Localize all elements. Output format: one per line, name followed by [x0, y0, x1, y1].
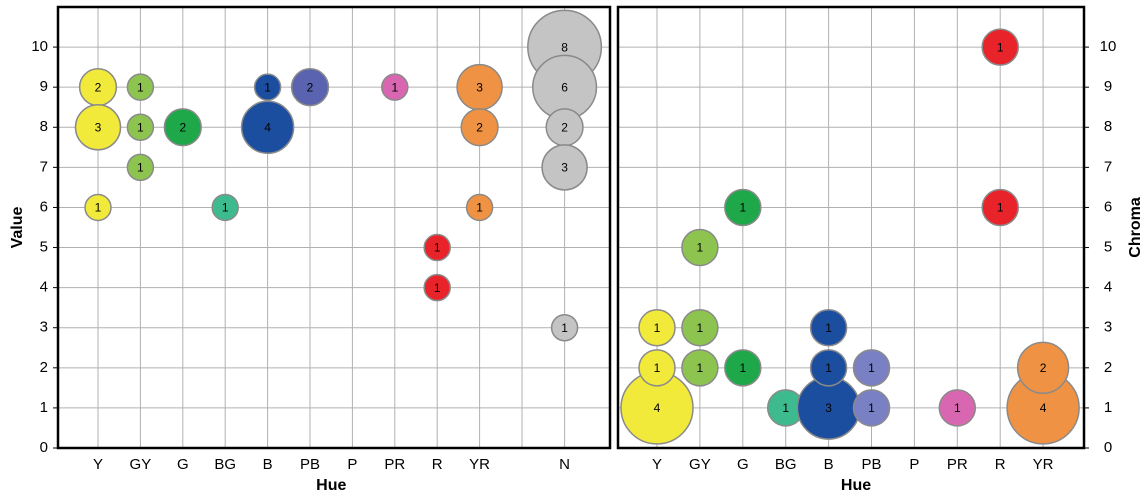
- bubble-label: 3: [476, 80, 483, 94]
- x-axis-title: Hue: [316, 477, 346, 494]
- x-tick-label: Y: [652, 456, 662, 473]
- y-tick-label: 0: [1104, 439, 1112, 456]
- x-tick-label: P: [347, 456, 357, 473]
- bubble-label: 1: [434, 241, 441, 255]
- bubble-label: 1: [739, 201, 746, 215]
- bubble-label: 1: [137, 161, 144, 175]
- y-tick-label: 10: [1100, 38, 1117, 55]
- plot-area: 4 1 1 1 1 1 1 1 1 3 1 1 1 1 1 1 1 4 2: [618, 7, 1084, 448]
- bubble-label: 1: [997, 40, 1004, 54]
- bubble-label: 1: [95, 201, 102, 215]
- bubble-label: 1: [697, 321, 704, 335]
- x-tick-label: G: [737, 456, 749, 473]
- y-tick-label: 5: [1104, 239, 1112, 256]
- x-tick-label: R: [995, 456, 1006, 473]
- x-tick-label: PB: [300, 456, 320, 473]
- bubble-label: 2: [307, 80, 314, 94]
- y-tick-label: 3: [1104, 319, 1112, 336]
- bubble-label: 2: [561, 120, 568, 134]
- bubble-label: 1: [739, 361, 746, 375]
- bubble-label: 4: [1040, 401, 1047, 415]
- bubble-label: 1: [137, 80, 144, 94]
- x-tick-label: PR: [947, 456, 968, 473]
- x-tick-label: YR: [469, 456, 490, 473]
- y-tick-label: 1: [40, 399, 48, 416]
- bubble-label: 1: [782, 401, 789, 415]
- y-tick-label: 2: [40, 359, 48, 376]
- plot-area: 2 3 1 1 1 1 2 1 1 4 2 1 1 1 3 2 1 8 6 2 3 1: [58, 7, 610, 448]
- x-tick-label: N: [559, 456, 570, 473]
- bubble-label: 2: [95, 80, 102, 94]
- bubble-label: 1: [825, 361, 832, 375]
- y-tick-label: 6: [40, 198, 48, 215]
- y-tick-label: 7: [40, 158, 48, 175]
- bubble-label: 1: [654, 321, 661, 335]
- y-tick-label: 9: [40, 78, 48, 95]
- x-tick-label: PB: [861, 456, 881, 473]
- y-tick-label: 10: [31, 38, 48, 55]
- y-tick-label: 4: [1104, 279, 1112, 296]
- x-tick-label: YR: [1033, 456, 1054, 473]
- y-tick-label: 7: [1104, 158, 1112, 175]
- x-tick-label: BG: [214, 456, 236, 473]
- x-tick-label: B: [824, 456, 834, 473]
- bubble-label: 2: [476, 120, 483, 134]
- x-tick-label: BG: [775, 456, 797, 473]
- y-tick-label: 0: [40, 439, 48, 456]
- x-tick-label: B: [263, 456, 273, 473]
- bubble-label: 1: [391, 80, 398, 94]
- y-tick-label: 4: [40, 279, 48, 296]
- y-tick-label: 8: [40, 118, 48, 135]
- bubble-label: 3: [825, 401, 832, 415]
- bubble-label: 1: [476, 201, 483, 215]
- bubble-label: 1: [654, 361, 661, 375]
- bubble-label: 2: [1040, 361, 1047, 375]
- y-axis-title: Value: [9, 207, 26, 249]
- y-tick-label: 8: [1104, 118, 1112, 135]
- bubble-label: 3: [561, 161, 568, 175]
- x-tick-label: PR: [384, 456, 405, 473]
- bubble-label: 6: [561, 80, 568, 94]
- x-tick-label: Y: [93, 456, 103, 473]
- bubble-label: 4: [654, 401, 661, 415]
- bubble-label: 1: [825, 321, 832, 335]
- bubble-label: 1: [697, 241, 704, 255]
- bubble-label: 1: [137, 120, 144, 134]
- y-tick-label: 5: [40, 239, 48, 256]
- bubble-label: 3: [95, 120, 102, 134]
- y-tick-label: 9: [1104, 78, 1112, 95]
- x-tick-label: G: [177, 456, 189, 473]
- x-axis-title: Hue: [841, 477, 871, 494]
- y-tick-label: 3: [40, 319, 48, 336]
- bubble-label: 1: [561, 321, 568, 335]
- bubble-label: 2: [179, 120, 186, 134]
- bubble-label: 1: [434, 281, 441, 295]
- bubble-label: 1: [997, 201, 1004, 215]
- chart: 2311112114211132186231012345678910YGYGBG…: [0, 0, 1147, 498]
- bubble-label: 8: [561, 40, 568, 54]
- y-tick-label: 6: [1104, 198, 1112, 215]
- y-tick-label: 2: [1104, 359, 1112, 376]
- y-tick-label: 1: [1104, 399, 1112, 416]
- y-axis-title: Chroma: [1127, 197, 1144, 258]
- bubble-label: 1: [264, 80, 271, 94]
- bubble-label: 1: [954, 401, 961, 415]
- bubble-label: 1: [868, 361, 875, 375]
- x-tick-label: GY: [130, 456, 152, 473]
- bubble-label: 1: [222, 201, 229, 215]
- bubble-label: 1: [697, 361, 704, 375]
- bubble-label: 1: [868, 401, 875, 415]
- x-tick-label: GY: [689, 456, 711, 473]
- x-tick-label: P: [909, 456, 919, 473]
- x-tick-label: R: [432, 456, 443, 473]
- bubble-label: 4: [264, 120, 271, 134]
